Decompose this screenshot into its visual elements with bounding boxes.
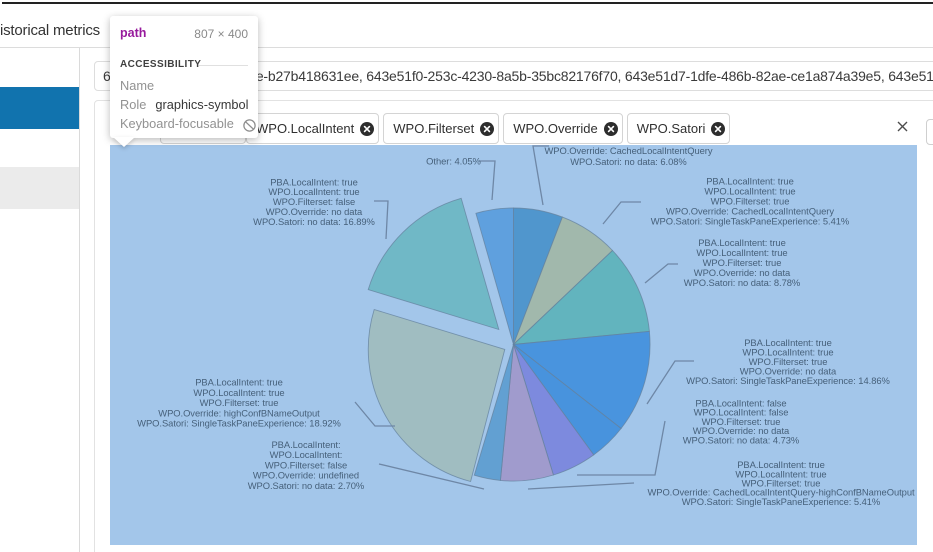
svg-text:WPO.Satori: no data: 6.08%: WPO.Satori: no data: 6.08%	[570, 156, 686, 167]
svg-text:WPO.Satori: no data: 2.70%: WPO.Satori: no data: 2.70%	[248, 480, 364, 491]
svg-text:PBA.LocalIntent: true: PBA.LocalIntent: true	[737, 459, 825, 470]
svg-text:WPO.Override: CachedLocalInten: WPO.Override: CachedLocalIntentQuery	[666, 206, 834, 217]
svg-text:WPO.LocalIntent: true: WPO.LocalIntent: true	[735, 468, 826, 479]
svg-text:WPO.Filterset: true: WPO.Filterset: true	[703, 257, 782, 268]
svg-text:PBA.LocalIntent: true: PBA.LocalIntent: true	[744, 337, 832, 348]
svg-text:WPO.Satori: SingleTaskPaneExpe: WPO.Satori: SingleTaskPaneExperience: 5.…	[682, 496, 880, 507]
svg-text:PBA.LocalIntent: true: PBA.LocalIntent: true	[195, 377, 283, 388]
svg-text:PBA.LocalIntent: true: PBA.LocalIntent: true	[270, 176, 358, 187]
svg-text:WPO.Satori: SingleTaskPaneExpe: WPO.Satori: SingleTaskPaneExperience: 18…	[137, 418, 341, 429]
svg-text:WPO.LocalIntent: true: WPO.LocalIntent: true	[704, 186, 795, 197]
svg-text:WPO.Override: no data: WPO.Override: no data	[266, 206, 363, 217]
svg-text:WPO.Satori: no data: 4.73%: WPO.Satori: no data: 4.73%	[683, 434, 799, 445]
svg-text:WPO.LocalIntent: true: WPO.LocalIntent: true	[696, 247, 787, 258]
svg-text:WPO.Filterset: true: WPO.Filterset: true	[702, 416, 781, 427]
svg-text:WPO.Filterset: true: WPO.Filterset: true	[749, 356, 828, 367]
svg-text:WPO.Override: CachedLocalInten: WPO.Override: CachedLocalIntentQuery	[544, 145, 712, 156]
svg-text:WPO.Filterset: true: WPO.Filterset: true	[742, 478, 821, 489]
svg-text:WPO.LocalIntent: true: WPO.LocalIntent: true	[193, 387, 284, 398]
svg-text:WPO.LocalIntent: true: WPO.LocalIntent: true	[268, 186, 359, 197]
svg-text:Other: 4.05%: Other: 4.05%	[426, 155, 481, 166]
svg-text:WPO.Override: undefined: WPO.Override: undefined	[253, 470, 359, 481]
svg-text:WPO.Filterset: false: WPO.Filterset: false	[265, 459, 347, 470]
svg-text:WPO.LocalIntent: true: WPO.LocalIntent: true	[742, 347, 833, 358]
svg-text:WPO.Filterset: false: WPO.Filterset: false	[273, 196, 355, 207]
svg-text:WPO.Override: no data: WPO.Override: no data	[694, 267, 791, 278]
svg-text:WPO.LocalIntent: false: WPO.LocalIntent: false	[694, 407, 789, 418]
svg-text:WPO.Satori: no data: 8.78%: WPO.Satori: no data: 8.78%	[684, 277, 800, 288]
svg-text:WPO.Satori: SingleTaskPaneExpe: WPO.Satori: SingleTaskPaneExperience: 14…	[686, 375, 890, 386]
svg-text:WPO.Filterset: true: WPO.Filterset: true	[711, 196, 790, 207]
svg-text:WPO.Satori: SingleTaskPaneExpe: WPO.Satori: SingleTaskPaneExperience: 5.…	[651, 216, 849, 227]
svg-text:WPO.Override: highConfBNameOut: WPO.Override: highConfBNameOutput	[158, 407, 320, 418]
svg-text:WPO.Override: no data: WPO.Override: no data	[740, 366, 837, 377]
svg-text:WPO.Override: no data: WPO.Override: no data	[693, 425, 790, 436]
svg-text:WPO.Override: CachedLocalInten: WPO.Override: CachedLocalIntentQuery-hig…	[647, 487, 915, 498]
svg-text:WPO.Satori: no data: 16.89%: WPO.Satori: no data: 16.89%	[253, 216, 375, 227]
svg-text:WPO.LocalIntent:: WPO.LocalIntent:	[270, 449, 343, 460]
svg-text:PBA.LocalIntent: true: PBA.LocalIntent: true	[706, 176, 794, 187]
svg-text:WPO.Filterset: true: WPO.Filterset: true	[200, 397, 279, 408]
svg-text:PBA.LocalIntent: true: PBA.LocalIntent: true	[698, 237, 786, 248]
svg-text:PBA.LocalIntent: false: PBA.LocalIntent: false	[695, 398, 786, 409]
svg-text:PBA.LocalIntent:: PBA.LocalIntent:	[271, 439, 340, 450]
